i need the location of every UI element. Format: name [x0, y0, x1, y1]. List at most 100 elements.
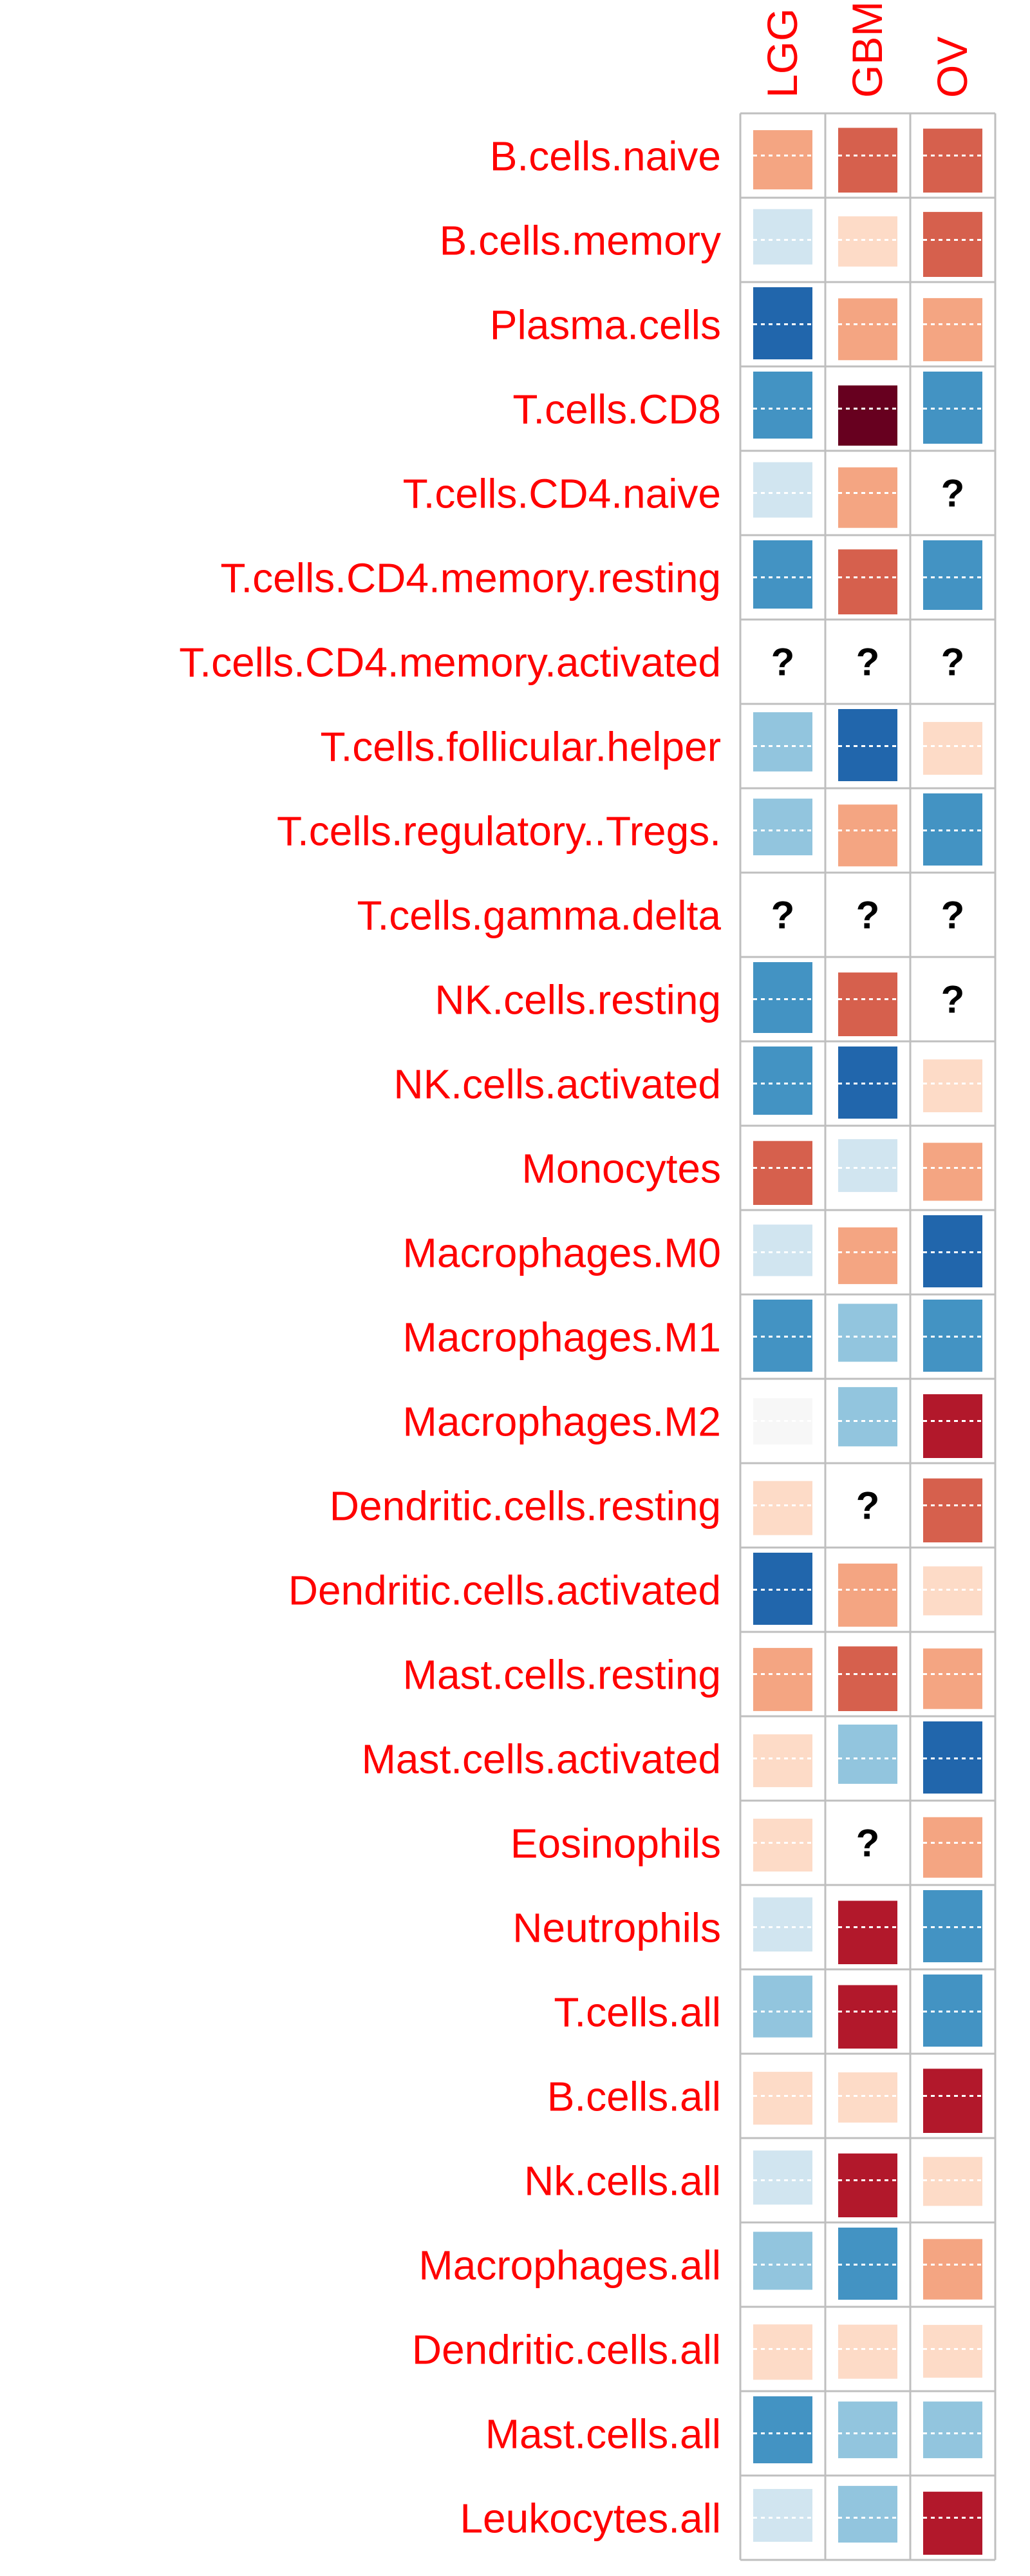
- heatmap-cell: [753, 1819, 812, 1872]
- heatmap-cell: [923, 128, 982, 193]
- heatmap-cell: [923, 1059, 982, 1113]
- heatmap-cell: [753, 209, 812, 265]
- heatmap-cell: [923, 1394, 982, 1458]
- heatmap-cell: [753, 712, 812, 772]
- heatmap-cell: [753, 962, 812, 1033]
- row-label: Macrophages.M2: [403, 1399, 721, 1445]
- heatmap-cell: [753, 2488, 812, 2542]
- heatmap-cell: [923, 298, 982, 361]
- row-label: B.cells.all: [547, 2074, 721, 2120]
- row-label: T.cells.all: [554, 1989, 721, 2036]
- row-label: Plasma.cells: [490, 302, 721, 348]
- missing-value-mark: ?: [771, 641, 795, 684]
- missing-value-mark: ?: [941, 472, 965, 515]
- heatmap-cell: [838, 2072, 897, 2123]
- row-label: Macrophages.M0: [403, 1230, 721, 1276]
- row-label: Dendritic.cells.activated: [288, 1567, 721, 1614]
- missing-value-mark: ?: [941, 894, 965, 937]
- row-label: Leukocytes.all: [460, 2496, 721, 2542]
- heatmap-cell: [838, 298, 897, 361]
- missing-value-mark: ?: [856, 1484, 880, 1528]
- heatmap-cell: [923, 540, 982, 610]
- row-label: NK.cells.resting: [435, 977, 721, 1023]
- missing-value-mark: ?: [771, 894, 795, 937]
- heatmap-cell: [838, 804, 897, 867]
- heatmap-cell: [923, 1142, 982, 1201]
- heatmap-cell: [923, 2401, 982, 2459]
- heatmap-cell: [923, 1566, 982, 1616]
- heatmap-cell: [753, 1046, 812, 1115]
- heatmap-cell: [838, 1387, 897, 1446]
- heatmap-cell: [753, 1734, 812, 1788]
- heatmap-cell: [753, 2150, 812, 2205]
- heatmap-cell: [838, 2486, 897, 2543]
- heatmap-cell: [838, 1303, 897, 1362]
- heatmap-cell: [838, 1724, 897, 1784]
- column-label: LGG: [758, 8, 806, 98]
- column-label: GBM: [843, 1, 891, 98]
- heatmap-cell: [838, 1646, 897, 1711]
- heatmap-cell: [838, 467, 897, 528]
- heatmap-cell: [753, 2072, 812, 2125]
- heatmap-cell: [923, 1648, 982, 1709]
- column-label: OV: [928, 37, 976, 98]
- heatmap-cell: [838, 549, 897, 614]
- heatmap-cell: [838, 1563, 897, 1627]
- heatmap-cell: [923, 2325, 982, 2378]
- row-label: Monocytes: [522, 1146, 721, 1192]
- row-label: T.cells.CD8: [512, 386, 721, 433]
- heatmap-cell: [753, 1141, 812, 1205]
- row-label: Neutrophils: [512, 1905, 721, 1951]
- row-label: Dendritic.cells.resting: [330, 1483, 721, 1530]
- heatmap-cell: [923, 1478, 982, 1542]
- heatmap-cell: [923, 1817, 982, 1878]
- heatmap-cell: [753, 2231, 812, 2290]
- heatmap-cell: [753, 1481, 812, 1535]
- heatmap-cell: [838, 2153, 897, 2217]
- heatmap-cell: [838, 2324, 897, 2379]
- row-label: T.cells.CD4.memory.resting: [220, 555, 721, 601]
- heatmap-cell: [838, 216, 897, 267]
- heatmap-cell: [753, 372, 812, 439]
- row-label: T.cells.follicular.helper: [321, 724, 722, 770]
- heatmap-cell: [753, 1897, 812, 1952]
- row-label: NK.cells.activated: [393, 1061, 721, 1108]
- heatmap-cell: [838, 1227, 897, 1284]
- missing-value-mark: ?: [856, 641, 880, 684]
- row-label: Macrophages.M1: [403, 1314, 721, 1361]
- heatmap-cell: [838, 972, 897, 1036]
- heatmap-cell: [923, 2492, 982, 2555]
- missing-value-mark: ?: [856, 894, 880, 937]
- missing-value-mark: ?: [856, 1822, 880, 1865]
- row-label: T.cells.gamma.delta: [357, 893, 721, 939]
- heatmap-cell: [923, 2157, 982, 2206]
- row-label: T.cells.CD4.naive: [403, 471, 721, 517]
- row-label: T.cells.CD4.memory.activated: [179, 639, 721, 686]
- heatmap-cell: [838, 1985, 897, 2049]
- heatmap-grid: [739, 112, 997, 2561]
- row-label: B.cells.naive: [490, 133, 721, 180]
- heatmap-cell: [838, 2401, 897, 2459]
- row-label: Macrophages.all: [418, 2242, 721, 2289]
- heatmap-cell: [753, 1224, 812, 1276]
- heatmap-cell: [923, 2239, 982, 2300]
- heatmap-cell: [923, 2069, 982, 2133]
- heatmap-cell: [838, 1900, 897, 1964]
- row-label: B.cells.memory: [440, 218, 721, 264]
- heatmap-cell: [753, 799, 812, 856]
- heatmap-cell: [838, 1139, 897, 1192]
- heatmap-cell: [923, 212, 982, 277]
- row-label: Mast.cells.all: [485, 2411, 721, 2458]
- row-label: Eosinophils: [510, 1821, 721, 1867]
- heatmap-cell: [753, 1647, 812, 1711]
- heatmap-cell: [753, 2324, 812, 2380]
- heatmap-cell: [753, 1975, 812, 2038]
- row-label: Nk.cells.all: [524, 2158, 721, 2204]
- heatmap-cell: [753, 462, 812, 518]
- row-label: Mast.cells.activated: [362, 1736, 721, 1783]
- row-label: Mast.cells.resting: [403, 1652, 721, 1698]
- heatmap-cell: [923, 722, 982, 775]
- heatmap-cell: [753, 540, 812, 609]
- heatmap-cell: [838, 128, 897, 193]
